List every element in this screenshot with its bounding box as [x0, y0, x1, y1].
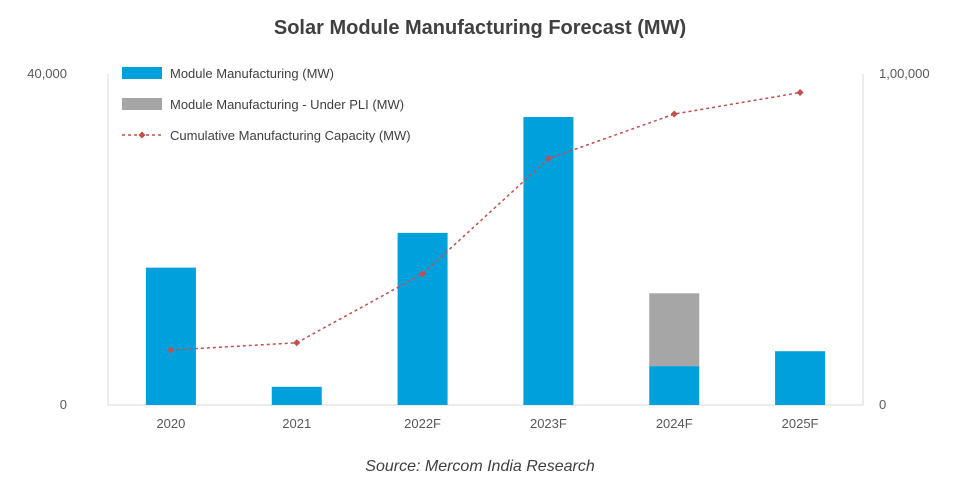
bar-module-manufacturing [397, 232, 448, 405]
line-point [796, 89, 804, 97]
x-tick-label: 2020 [156, 416, 185, 431]
line-point [293, 339, 301, 347]
y-left-tick-label: 0 [60, 397, 67, 412]
bar-module-manufacturing [649, 366, 700, 405]
x-tick-label: 2023F [530, 416, 567, 431]
bar-under-pli [649, 293, 700, 367]
legend-swatch [122, 67, 162, 79]
bar-module-manufacturing [523, 117, 574, 405]
legend-swatch-marker [138, 131, 146, 139]
plot-area: 0 40,000 0 1,00,000 2020 2021 2022F 2023F 2024F 2… [27, 66, 929, 431]
legend-label: Module Manufacturing - Under PLI (MW) [170, 97, 404, 112]
line-point [670, 110, 678, 118]
y-right-tick-label: 0 [879, 397, 886, 412]
legend-swatch [122, 98, 162, 110]
line-point [167, 346, 175, 354]
y-right-tick-label: 1,00,000 [879, 66, 930, 81]
x-tick-label: 2025F [782, 416, 819, 431]
bar-module-manufacturing [271, 386, 322, 405]
x-tick-label: 2024F [656, 416, 693, 431]
bar-module-manufacturing [775, 351, 826, 405]
legend-label: Cumulative Manufacturing Capacity (MW) [170, 128, 411, 143]
line-point [419, 270, 427, 278]
line-cumulative-capacity [170, 91, 801, 351]
line-point [544, 155, 552, 163]
x-tick-label: 2022F [404, 416, 441, 431]
legend-label: Module Manufacturing (MW) [170, 66, 334, 81]
x-tick-label: 2021 [282, 416, 311, 431]
legend: Module Manufacturing (MW) Module Manufact… [122, 66, 411, 143]
y-left-tick-label: 40,000 [27, 66, 67, 81]
source-note: Source: Mercom India Research [365, 458, 595, 475]
bar-module-manufacturing [145, 267, 196, 405]
chart-title: Solar Module Manufacturing Forecast (MW) [274, 17, 686, 39]
